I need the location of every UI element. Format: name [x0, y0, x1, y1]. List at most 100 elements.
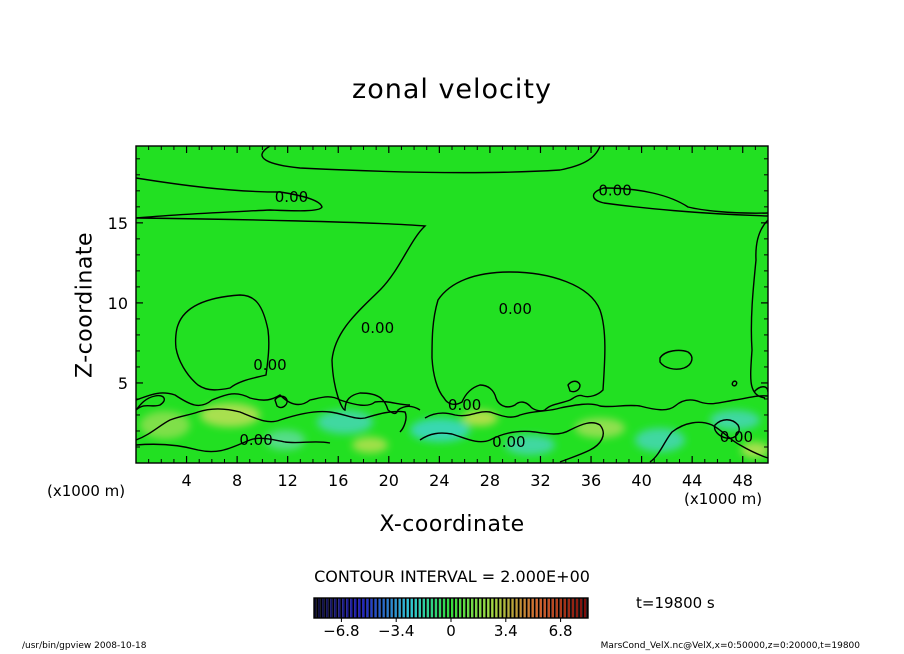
colorbar-swatch: [410, 598, 413, 618]
colorbar-gap: [380, 598, 383, 618]
colorbar-swatch: [519, 598, 522, 618]
colorbar-gap: [412, 598, 415, 618]
colorbar-swatch: [463, 598, 466, 618]
contour-label: 0.00: [239, 431, 272, 449]
contour-label: 0.00: [448, 396, 481, 414]
colorbar-swatch: [438, 598, 442, 618]
colorbar-swatch: [314, 598, 317, 618]
colorbar-gap: [376, 598, 379, 618]
colorbar-gap: [570, 598, 572, 618]
colorbar-swatch: [527, 598, 530, 618]
colorbar-gap: [485, 598, 488, 618]
y-axis-ticks: 5 10 15: [108, 158, 768, 448]
colorbar-swatch: [394, 598, 397, 618]
x-tick-label: 40: [631, 471, 651, 490]
colorbar-swatch: [322, 598, 325, 618]
colorbar-swatch: [491, 598, 494, 618]
x-tick-label: 12: [278, 471, 298, 490]
contour-label: 0.00: [598, 181, 631, 199]
colorbar-tick-label: 6.8: [549, 622, 573, 640]
colorbar-tick-label: 0: [446, 622, 456, 640]
colorbar-gap: [457, 598, 460, 618]
colorbar-swatch: [563, 598, 567, 618]
footer-source-label: MarsCond_VelX.nc@VelX,x=0:50000,z=0:2000…: [600, 641, 860, 651]
colorbar-swatch: [334, 598, 337, 618]
colorbar-swatch: [442, 598, 446, 618]
colorbar-gap: [473, 598, 476, 618]
colorbar-swatch: [358, 598, 361, 618]
colorbar-swatch: [402, 598, 405, 618]
x-tick-label: 24: [429, 471, 449, 490]
colorbar-swatch: [511, 598, 514, 618]
x-tick-label: 4: [181, 471, 191, 490]
colorbar-gap: [396, 598, 399, 618]
colorbar-gap: [525, 598, 528, 618]
colorbar-gap: [336, 598, 339, 618]
colorbar-swatch: [535, 598, 538, 618]
colorbar-swatch: [386, 598, 389, 618]
colorbar-gap: [368, 598, 371, 618]
colorbar-swatch: [459, 598, 462, 618]
colorbar-swatch: [406, 598, 409, 618]
colorbar-swatch: [483, 598, 486, 618]
colorbar-swatch: [422, 598, 426, 618]
colorbar-swatch: [575, 598, 579, 618]
colorbar-swatch: [451, 598, 454, 618]
colorbar-gap: [582, 598, 584, 618]
colorbar-gap: [557, 598, 560, 618]
colorbar-swatch: [414, 598, 417, 618]
colorbar-gap: [566, 598, 568, 618]
x-unit-label-right: (x1000 m): [684, 490, 763, 508]
colorbar-swatch: [350, 598, 353, 618]
colorbar-swatch: [390, 598, 393, 618]
colorbar-swatch: [370, 598, 373, 618]
contour-label: 0.00: [275, 188, 308, 206]
contour-label: 0.00: [361, 319, 394, 337]
colorbar-gap: [316, 598, 319, 618]
colorbar-swatch: [398, 598, 401, 618]
y-tick-label: 5: [118, 374, 128, 393]
colorbar-swatch: [571, 598, 575, 618]
colorbar-gap: [481, 598, 484, 618]
colorbar-swatch: [455, 598, 458, 618]
colorbar-swatch: [479, 598, 482, 618]
colorbar-swatch: [539, 598, 542, 618]
colorbar-swatch: [318, 598, 321, 618]
colorbar-swatch: [567, 598, 571, 618]
colorbar-gap: [360, 598, 363, 618]
colorbar-gap: [537, 598, 540, 618]
colorbar-swatch: [551, 598, 554, 618]
footer-program-label: /usr/bin/gpview 2008-10-18: [22, 641, 147, 651]
colorbar-gap: [425, 598, 427, 618]
colorbar-gap: [388, 598, 391, 618]
colorbar-gap: [477, 598, 480, 618]
colorbar-gap: [497, 598, 500, 618]
colorbar-gap: [320, 598, 323, 618]
colorbar-gap: [465, 598, 468, 618]
colorbar-gap: [521, 598, 524, 618]
colorbar-swatch: [499, 598, 502, 618]
x-tick-label: 32: [530, 471, 550, 490]
contour-interval-label: CONTOUR INTERVAL = 2.000E+00: [314, 567, 590, 586]
colorbar-swatch: [430, 598, 434, 618]
colorbar-swatch: [515, 598, 518, 618]
x-axis-title: X-coordinate: [379, 512, 525, 537]
colorbar-swatch: [346, 598, 349, 618]
colorbar-gap: [441, 598, 443, 618]
colorbar-gap: [453, 598, 456, 618]
colorbar-swatch: [342, 598, 345, 618]
colorbar-gap: [356, 598, 359, 618]
colorbar-gap: [509, 598, 512, 618]
x-tick-label: 8: [232, 471, 242, 490]
colorbar-gap: [344, 598, 347, 618]
time-label: t=19800 s: [636, 594, 715, 612]
colorbar-swatch: [475, 598, 478, 618]
colorbar-tick-label: −6.8: [323, 622, 359, 640]
colorbar-gap: [404, 598, 407, 618]
y-tick-label: 15: [108, 214, 128, 233]
colorbar-tick-label: 3.4: [494, 622, 518, 640]
colorbar-gap: [505, 598, 508, 618]
colorbar-gap: [392, 598, 395, 618]
contour-label: 0.00: [720, 428, 753, 446]
colorbar: −6.8 −3.4 0 3.4 6.8: [313, 597, 589, 640]
